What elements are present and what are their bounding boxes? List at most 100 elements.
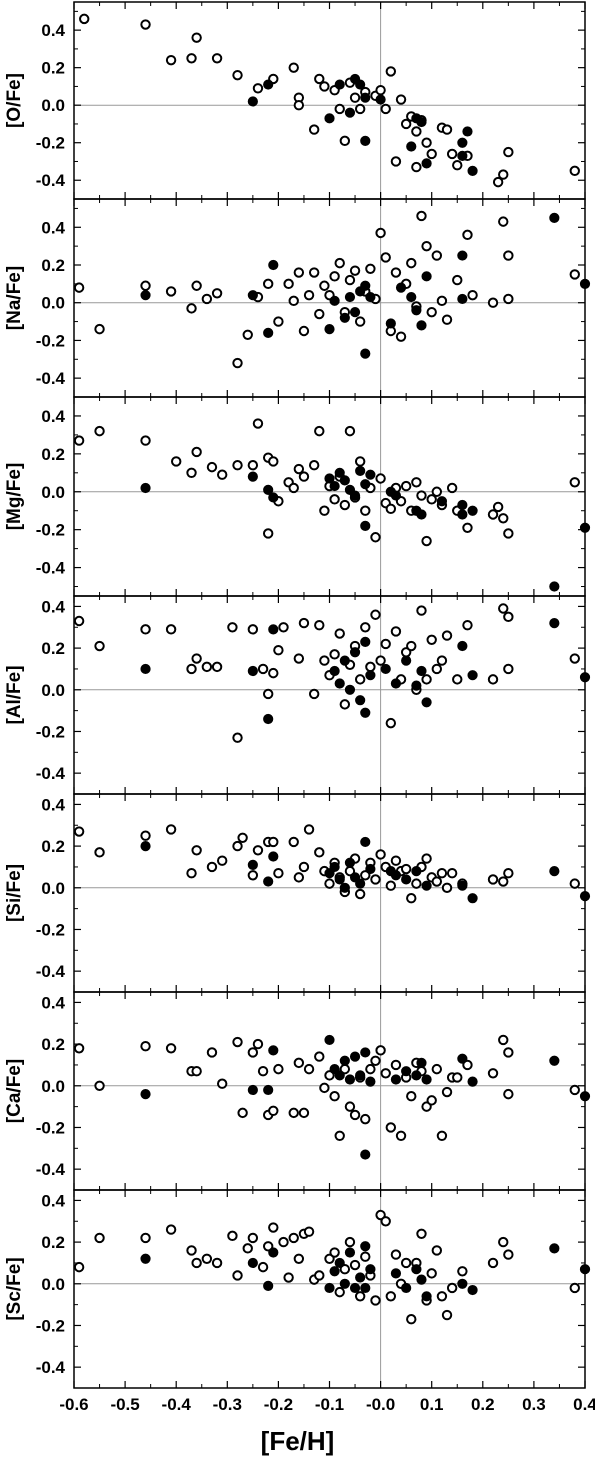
data-point-open — [406, 1091, 417, 1102]
data-point-filled — [467, 1076, 478, 1087]
data-point-open — [487, 1257, 499, 1269]
data-point-filled — [401, 874, 412, 885]
data-point-open — [165, 54, 177, 66]
data-point-filled — [421, 697, 432, 708]
data-point-filled — [549, 617, 560, 629]
data-point-open — [462, 229, 473, 241]
data-point-filled — [339, 1055, 350, 1066]
data-point-open — [94, 323, 105, 335]
data-point-open — [314, 73, 325, 85]
data-point-filled — [360, 707, 371, 718]
data-point-open — [211, 53, 223, 64]
data-point-open — [252, 83, 264, 94]
panel-sife: -0.4 -0.2 0.0 0.2 0.4 [Si/Fe] — [4, 793, 591, 993]
y-tick-label: -0.4 — [36, 369, 66, 388]
data-point-open — [334, 257, 345, 269]
data-point-open — [390, 855, 402, 866]
data-point-filled — [401, 655, 412, 666]
data-point-open — [273, 644, 284, 656]
data-point-open — [298, 861, 310, 873]
data-point-open — [278, 622, 289, 633]
data-point-open — [262, 528, 274, 539]
data-point-open — [380, 252, 391, 263]
data-point-open — [349, 92, 361, 103]
y-tick-label: -0.2 — [36, 331, 65, 350]
data-point-filled — [268, 1045, 279, 1056]
data-point-open — [247, 1047, 259, 1058]
x-tick-label: -0.3 — [213, 1395, 242, 1414]
data-point-open — [452, 674, 463, 685]
data-point-open — [334, 1286, 345, 1298]
data-point-open — [165, 1224, 177, 1235]
data-point-open — [380, 638, 391, 650]
data-point-open — [319, 505, 330, 516]
data-point-open — [354, 456, 366, 467]
data-point-open — [390, 267, 402, 278]
data-point-open — [370, 1295, 381, 1306]
x-tick-label: 0.4 — [573, 1395, 595, 1414]
data-point-filled — [339, 475, 350, 486]
y-tick-label: 0.4 — [41, 1191, 65, 1210]
data-point-filled — [549, 581, 560, 592]
data-point-filled — [421, 1074, 432, 1085]
data-point-filled — [355, 695, 366, 706]
data-point-open — [503, 868, 514, 879]
y-tick-label: -0.2 — [36, 1316, 65, 1335]
data-point-filled — [421, 158, 432, 169]
y-tick-label: 0.2 — [41, 639, 65, 658]
y-tick-label: 0.2 — [41, 1233, 65, 1252]
data-point-open — [354, 888, 366, 900]
data-point-filled — [355, 1272, 366, 1283]
data-point-open — [569, 165, 580, 177]
data-point-open — [314, 308, 325, 320]
x-axis-label: [Fe/H] — [260, 1426, 335, 1456]
data-point-open — [360, 1251, 371, 1262]
x-tick-label: -0.0 — [366, 1395, 395, 1414]
data-point-open — [94, 1232, 105, 1244]
data-point-open — [308, 267, 320, 278]
data-point-open — [211, 1257, 223, 1269]
data-point-open — [431, 663, 443, 675]
data-point-open — [303, 1226, 315, 1237]
data-point-open — [242, 1243, 253, 1254]
data-point-open — [492, 501, 504, 513]
data-point-open — [339, 1264, 351, 1275]
data-point-open — [191, 280, 202, 291]
data-point-open — [232, 1036, 243, 1048]
data-point-filled — [247, 96, 258, 107]
data-point-open — [79, 13, 90, 25]
data-point-open — [94, 640, 105, 652]
data-point-filled — [324, 324, 335, 335]
data-point-open — [390, 1249, 402, 1260]
data-point-open — [186, 663, 197, 675]
data-point-open — [498, 216, 509, 227]
data-point-open — [206, 1047, 218, 1058]
data-point-open — [365, 661, 376, 673]
data-point-open — [216, 1078, 228, 1089]
data-point-open — [426, 634, 437, 645]
data-point-open — [395, 1130, 407, 1142]
data-point-open — [308, 460, 320, 471]
data-point-open — [308, 688, 320, 700]
data-point-filled — [457, 509, 468, 520]
data-point-open — [436, 295, 448, 307]
data-point-open — [252, 845, 264, 856]
data-point-open — [140, 435, 151, 446]
data-point-filled — [416, 116, 427, 128]
data-point-filled — [457, 250, 468, 261]
data-point-open — [288, 1107, 299, 1119]
data-point-filled — [349, 490, 361, 501]
data-point-filled — [457, 499, 468, 511]
data-point-open — [380, 1068, 391, 1079]
data-point-open — [375, 655, 386, 666]
panel-mgfe: -0.4 -0.2 0.0 0.2 0.4 [Mg/Fe] — [4, 396, 591, 597]
y-tick-label: 0.4 — [41, 218, 65, 237]
data-point-filled — [365, 670, 376, 681]
data-point-open — [400, 863, 412, 875]
data-point-open — [288, 482, 299, 494]
y-tick-label: 0.2 — [41, 256, 65, 275]
data-point-filled — [549, 1243, 560, 1254]
data-point-filled — [416, 1274, 427, 1285]
data-point-open — [237, 1107, 248, 1119]
data-point-open — [360, 870, 371, 881]
